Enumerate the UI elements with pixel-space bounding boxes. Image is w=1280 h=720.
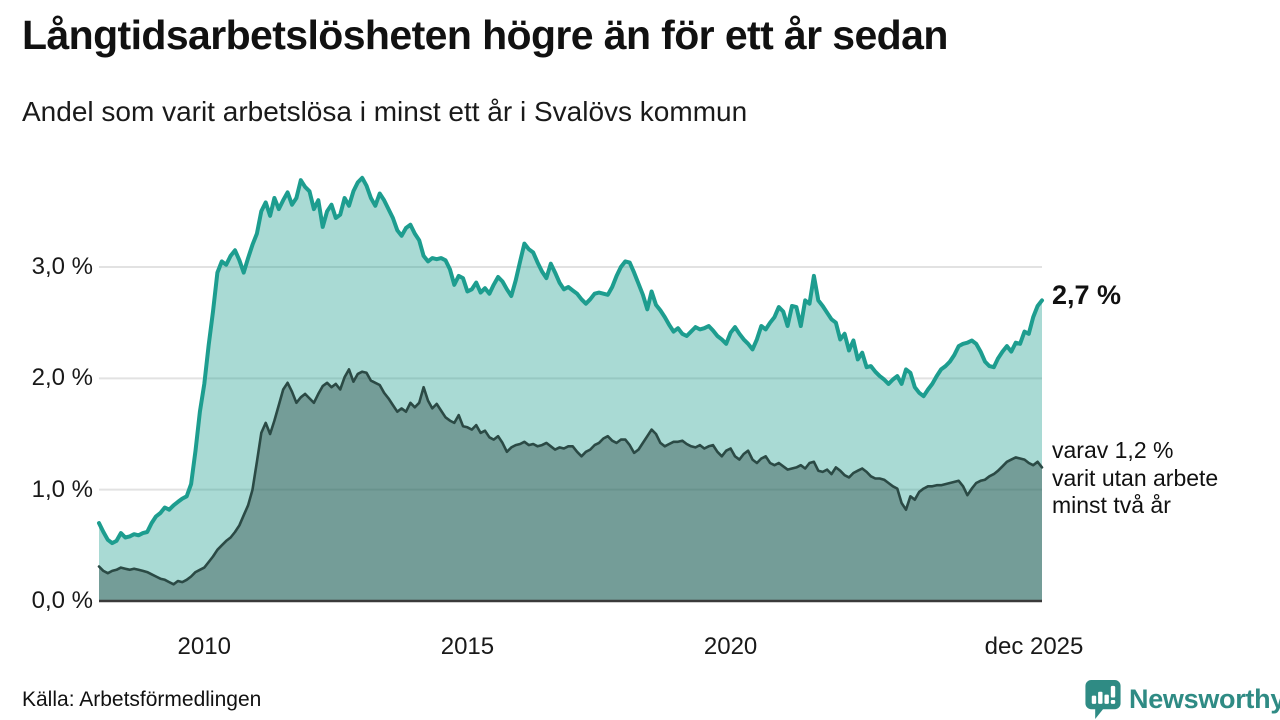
x-tick-label: 2020 — [703, 633, 758, 660]
x-tick-label: dec 2025 — [984, 633, 1084, 660]
annotation-line-2: varit utan arbete — [1052, 464, 1219, 491]
chart-subtitle: Andel som varit arbetslösa i minst ett å… — [22, 96, 748, 127]
x-tick-label: 2015 — [440, 633, 495, 660]
annotation-latest-value: 2,7 % — [1052, 280, 1122, 310]
source-note: Källa: Arbetsförmedlingen — [22, 688, 262, 711]
newsworthy-icon — [1084, 679, 1122, 720]
brand-logo: Newsworthy — [1084, 679, 1280, 720]
chart-title: Långtidsarbetslösheten högre än för ett … — [22, 12, 948, 58]
y-tick-label: 2,0 % — [31, 364, 93, 392]
x-tick-label: 2010 — [177, 633, 231, 660]
y-tick-label: 1,0 % — [31, 475, 93, 503]
annotation-two-year-share: varav 1,2 % varit utan arbete minst två … — [1052, 437, 1218, 520]
annotation-line-1: varav 1,2 % — [1052, 437, 1174, 463]
brand-wordmark: Newsworthy — [1129, 684, 1280, 714]
annotation-line-3: minst två år — [1052, 492, 1171, 518]
y-tick-label: 3,0 % — [31, 253, 93, 280]
y-tick-label: 0,0 % — [31, 587, 93, 614]
